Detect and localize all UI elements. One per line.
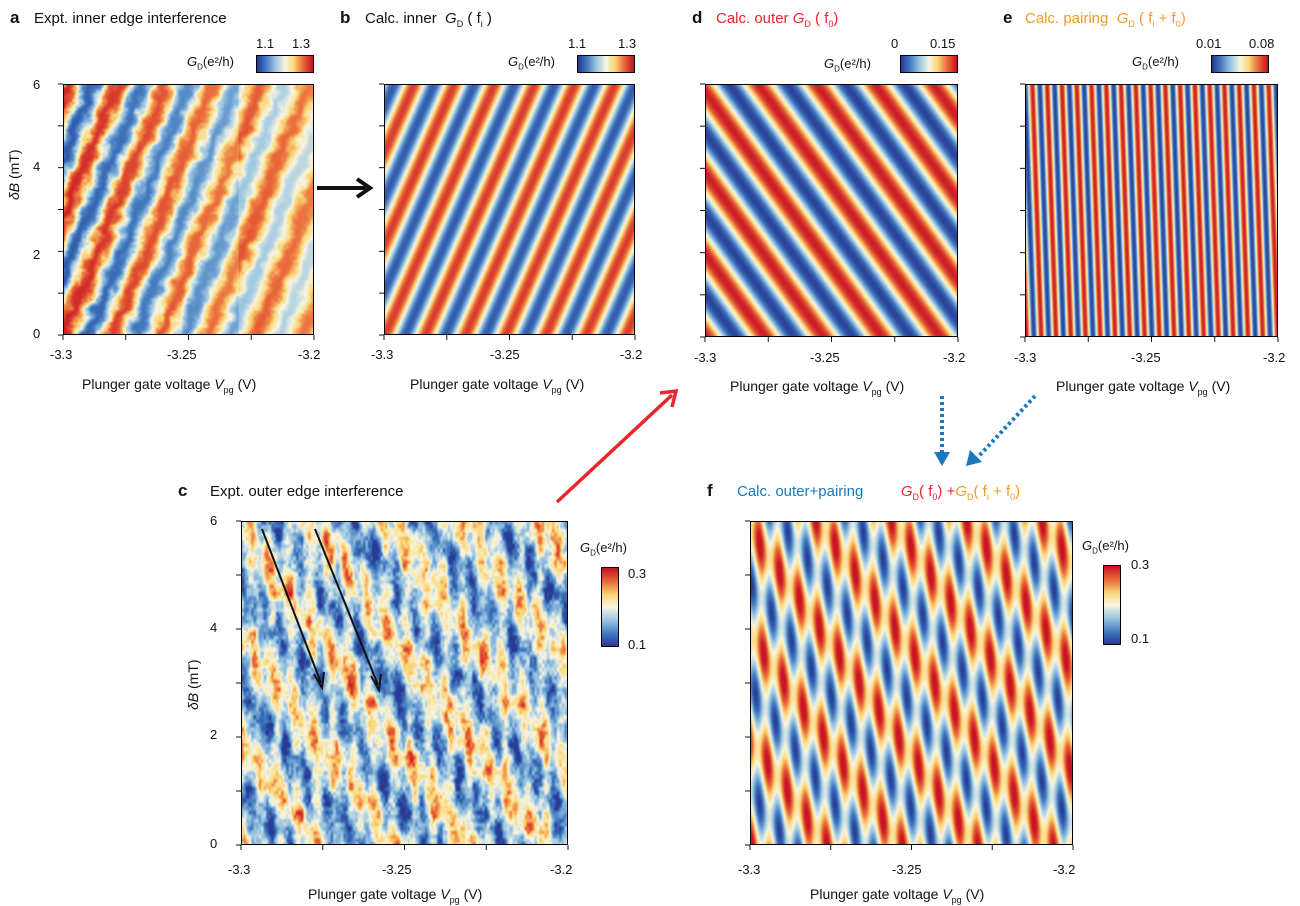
xtick-d-0: -3.3 [694,350,717,365]
colorbar-d [900,55,958,73]
title-c: Expt. outer edge interference [210,483,404,500]
ylabel-a: δB (mT) [6,149,22,200]
colorbar-c [601,567,619,647]
arrow-a-to-b-head [355,177,374,199]
xtick-f-0: -3.3 [738,862,761,877]
heatmap-c [241,521,568,845]
colorbar-a [256,55,314,73]
colorbar-title-c: GD(e²/h) [580,540,627,558]
arrow-e-to-f-head [966,450,982,466]
heatmap-f [750,521,1073,845]
ytick-c-6: 6 [210,513,218,528]
fringe-arrow-1-head [313,671,325,692]
xtick-e-1: -3.25 [1131,350,1161,365]
heatmap-b [384,84,635,335]
xlabel-b: Plunger gate voltage Vpg (V) [410,376,585,395]
xtick-c-2: -3.2 [550,862,573,877]
colorbar-e-max: 0.08 [1249,36,1275,51]
colorbar-f-min: 0.1 [1131,631,1150,646]
colorbar-title-a: GD(e²/h) [187,54,234,72]
xtick-a-0: -3.3 [50,347,73,362]
arrow-d-to-f-head [934,452,950,466]
heatmap-e [1025,84,1278,337]
colorbar-b-min: 1.1 [568,36,587,51]
xlabel-c: Plunger gate voltage Vpg (V) [308,886,483,905]
colorbar-e-min: 0.01 [1196,36,1222,51]
xlabel-f: Plunger gate voltage Vpg (V) [810,886,985,905]
ytick-a-6: 6 [33,77,41,92]
panel-label-f: f [707,481,713,500]
ytick-a-2: 2 [33,247,41,262]
xtick-f-2: -3.2 [1053,862,1076,877]
xtick-b-2: -3.2 [620,347,643,362]
arrow-c-to-d-shaft [555,393,674,504]
heatmap-a [63,84,314,335]
colorbar-c-min: 0.1 [628,637,647,652]
colorbar-d-max: 0.15 [930,36,956,51]
colorbar-e [1211,55,1269,73]
arrow-e-to-f-shaft [976,394,1037,459]
colorbar-title-e: GD(e²/h) [1132,54,1179,72]
xtick-a-2: -3.2 [298,347,321,362]
xlabel-a: Plunger gate voltage Vpg (V) [82,376,257,395]
xtick-f-1: -3.25 [892,862,922,877]
xtick-c-0: -3.3 [228,862,251,877]
xtick-b-0: -3.3 [371,347,394,362]
ytick-c-0: 0 [210,836,218,851]
panel-label-e: e [1003,8,1013,27]
colorbar-f-max: 0.3 [1131,557,1150,572]
xlabel-e: Plunger gate voltage Vpg (V) [1056,378,1231,397]
fringe-arrow-1 [261,528,322,684]
xtick-b-1: -3.25 [490,347,520,362]
xtick-a-1: -3.25 [167,347,197,362]
title-e: Calc. pairing GD ( fi + f0) [1025,10,1186,29]
colorbar-a-min: 1.1 [256,36,275,51]
ylabel-c: δB (mT) [185,659,201,710]
heatmap-d [705,84,958,337]
ytick-c-2: 2 [210,727,218,742]
xtick-d-1: -3.25 [810,350,840,365]
colorbar-title-f: GD(e²/h) [1082,538,1129,556]
fringe-arrow-2 [314,528,379,686]
xlabel-d: Plunger gate voltage Vpg (V) [730,378,905,397]
arrow-c-to-d-head [659,388,679,408]
colorbar-f [1103,565,1121,645]
colorbar-d-min: 0 [891,36,899,51]
fringe-arrow-2-head [370,673,382,694]
title-f: Calc. outer+pairing GD( f0) +GD( fi + f0… [737,483,1021,502]
ytick-a-4: 4 [33,159,41,174]
xtick-c-1: -3.25 [382,862,412,877]
colorbar-b-max: 1.3 [618,36,637,51]
colorbar-c-max: 0.3 [628,566,647,581]
panel-label-b: b [340,8,351,27]
title-b: Calc. inner GD ( fi ) [365,10,492,29]
colorbar-b [577,55,635,73]
xtick-e-2: -3.2 [1263,350,1286,365]
ytick-c-4: 4 [210,620,218,635]
xtick-e-0: -3.3 [1014,350,1037,365]
panel-label-c: c [178,481,188,500]
title-a: Expt. inner edge interference [34,10,227,27]
ytick-a-0: 0 [33,326,41,341]
title-d: Calc. outer GD ( f0) [716,10,839,29]
colorbar-title-b: GD(e²/h) [508,54,555,72]
panel-label-d: d [692,8,703,27]
xtick-d-2: -3.2 [943,350,966,365]
colorbar-title-d: GD(e²/h) [824,56,871,74]
panel-label-a: a [10,8,20,27]
colorbar-a-max: 1.3 [292,36,311,51]
